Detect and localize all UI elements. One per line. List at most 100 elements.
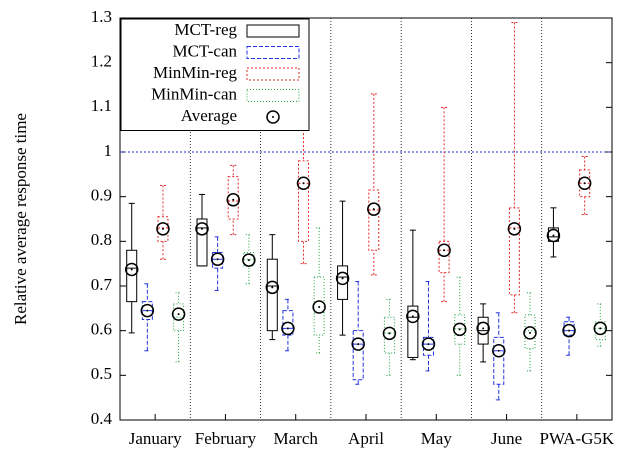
average-dot [286,327,289,330]
average-dot [388,332,391,335]
average-dot [302,182,305,185]
average-dot [318,305,321,308]
legend-box [120,18,310,131]
legend-swatch [246,89,300,102]
average-marker [523,326,537,340]
average-dot [161,227,164,230]
legend-label: MCT-can [172,41,237,60]
average-marker [265,280,280,295]
y-axis-label: Relative average response time [11,113,30,325]
average-dot [372,208,375,211]
average-marker [452,322,467,337]
average-marker [281,321,295,336]
average-marker [140,303,155,318]
legend-label: MCT-reg [174,20,237,39]
average-dot [599,327,602,330]
x-tick-label: June [491,429,522,448]
average-marker [476,321,490,336]
legend-swatch [246,67,300,81]
legend-swatch [246,24,300,38]
average-marker [382,326,397,341]
y-tick-label: 1.3 [91,7,112,26]
box [352,330,364,381]
y-tick-label: 1 [104,141,113,160]
average-marker [562,323,576,338]
average-marker [593,321,608,336]
y-tick-label: 0.9 [91,186,112,205]
average-dot [482,327,485,330]
average-marker [156,222,170,236]
average-dot [529,331,531,334]
average-dot [458,328,461,331]
average-marker [195,222,209,236]
average-marker [335,271,350,286]
average-marker [312,300,326,314]
average-marker [226,193,240,207]
y-tick-label: 0.8 [91,230,112,249]
legend-swatch [246,46,300,59]
legend-swatch [266,110,280,124]
x-tick-label: March [274,429,319,448]
box [493,336,505,385]
average-dot [427,343,430,346]
average-dot [247,259,250,262]
average-dot [583,182,586,185]
average-dot [568,329,571,332]
average-marker [367,202,381,216]
average-dot [177,313,180,316]
y-tick-label: 1.1 [91,96,112,115]
legend-label: Average [181,106,237,125]
average-marker [577,176,592,191]
y-tick-label: 0.4 [91,409,113,428]
average-marker [546,228,561,243]
x-tick-label: January [129,429,182,448]
box [196,218,208,267]
legend-swatch [272,116,274,118]
average-dot [443,249,446,252]
average-dot [271,286,274,289]
average-dot [201,227,203,230]
box [212,252,224,269]
average-marker [437,243,451,258]
average-marker [421,337,436,351]
average-dot [341,277,344,280]
average-marker [406,309,420,324]
y-tick-label: 0.5 [91,364,112,383]
x-tick-label: February [195,429,257,448]
box [266,258,278,332]
average-marker [296,176,311,191]
average-dot [411,315,414,318]
average-marker [171,307,186,321]
box [563,321,575,336]
average-dot [513,227,516,230]
box [368,189,380,251]
average-marker [210,252,225,266]
x-tick-label: May [421,429,453,448]
average-marker [124,262,139,277]
average-dot [146,309,149,312]
legend-label: MinMin-can [151,84,237,103]
box [383,316,395,354]
x-tick-label: April [348,429,384,448]
legend-label: MinMin-reg [153,63,238,82]
average-dot [497,349,500,352]
x-tick-label: PWA-G5K [540,429,615,448]
average-marker [351,337,365,351]
box [227,176,239,220]
box [298,160,310,242]
box [508,207,520,296]
average-marker [242,253,256,267]
average-dot [216,258,219,261]
average-dot [357,343,360,346]
box [407,305,419,358]
average-marker [492,344,506,358]
box [524,314,536,350]
y-tick-label: 1.2 [91,52,112,71]
y-tick-label: 0.6 [91,320,112,339]
average-dot [232,198,235,201]
average-dot [130,268,133,271]
average-marker [507,222,522,236]
average-dot [552,234,555,237]
y-tick-label: 0.7 [91,275,113,294]
